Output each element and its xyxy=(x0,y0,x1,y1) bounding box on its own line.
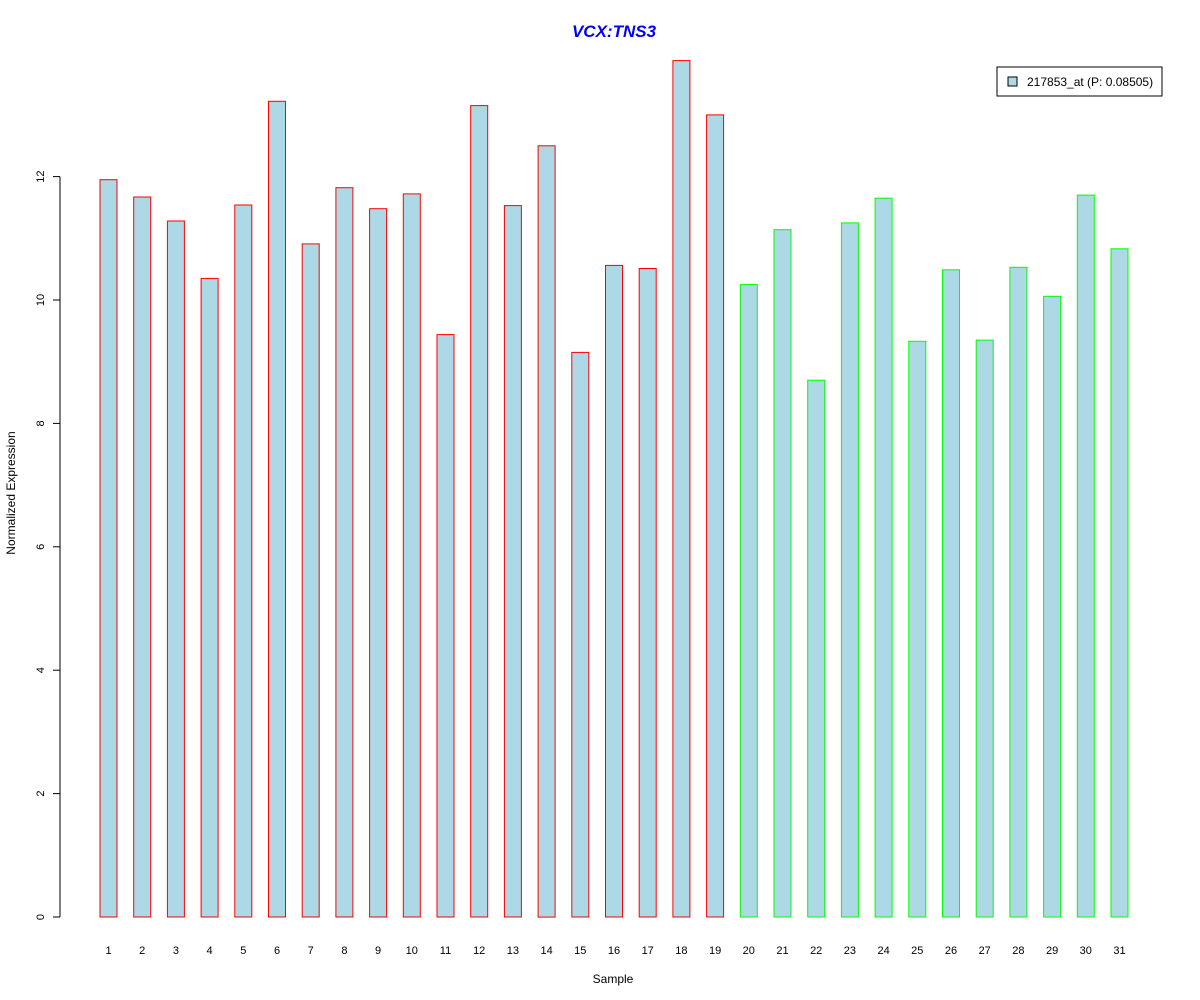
bar-2 xyxy=(133,196,152,918)
legend-box xyxy=(996,66,1163,97)
bar-28 xyxy=(1009,266,1028,918)
bar-27 xyxy=(975,339,994,918)
y-axis: 0 2 4 6 8 10 12 xyxy=(35,170,61,920)
bar-21 xyxy=(773,229,792,918)
bar-29 xyxy=(1043,295,1062,918)
y-tick-label: 12 xyxy=(35,170,47,182)
bar-10 xyxy=(402,193,421,918)
y-tick-label: 4 xyxy=(35,667,47,673)
legend: 217853_at (P: 0.08505) xyxy=(996,66,1163,97)
bar-26 xyxy=(942,269,960,918)
bar-30 xyxy=(1076,194,1095,918)
x-tick-label: 24 xyxy=(877,945,889,957)
x-tick-label: 10 xyxy=(406,945,418,957)
x-tick-label: 6 xyxy=(274,945,280,957)
x-tick-label: 14 xyxy=(540,945,552,957)
x-tick-label: 3 xyxy=(173,945,179,957)
x-tick-label: 30 xyxy=(1080,945,1092,957)
y-tick-label: 8 xyxy=(35,420,47,426)
x-tick-label: 27 xyxy=(979,945,991,957)
x-axis-labels: 1 2 3 4 5 6 7 8 9 10 11 12 13 14 15 16 17 18 19 20 21 22 23 24 2… xyxy=(105,945,1125,957)
bar-3 xyxy=(166,220,185,918)
chart-title: VCX:TNS3 xyxy=(572,22,657,41)
x-tick-label: 22 xyxy=(810,945,822,957)
bar-16 xyxy=(605,264,623,918)
x-tick-label: 12 xyxy=(473,945,485,957)
bar-17 xyxy=(638,268,657,918)
bar-9 xyxy=(369,208,388,918)
x-axis-title: Sample xyxy=(593,972,634,986)
bar-5 xyxy=(234,204,253,918)
bar-25 xyxy=(908,340,927,918)
legend-swatch xyxy=(1007,76,1018,87)
bar-19 xyxy=(706,114,725,918)
y-axis-title: Normalized Expression xyxy=(4,431,18,554)
bars-group xyxy=(99,60,1129,918)
x-tick-label: 8 xyxy=(341,945,347,957)
bar-24 xyxy=(874,197,893,918)
bar-18 xyxy=(672,60,691,918)
x-tick-label: 25 xyxy=(911,945,923,957)
x-tick-label: 11 xyxy=(440,945,451,957)
bar-7 xyxy=(301,243,320,918)
x-tick-label: 16 xyxy=(608,945,620,957)
y-tick-label: 2 xyxy=(35,791,47,797)
x-tick-label: 20 xyxy=(743,945,755,957)
x-tick-label: 1 xyxy=(105,945,111,957)
bar-20 xyxy=(739,284,758,918)
x-tick-label: 13 xyxy=(507,945,519,957)
bar-22 xyxy=(807,379,826,918)
legend-label: 217853_at (P: 0.08505) xyxy=(1027,75,1153,89)
bar-15 xyxy=(571,351,590,918)
x-tick-label: 7 xyxy=(308,945,314,957)
x-tick-label: 23 xyxy=(844,945,856,957)
x-tick-label: 15 xyxy=(574,945,586,957)
bar-12 xyxy=(470,105,489,918)
bar-1 xyxy=(99,179,118,918)
x-tick-label: 21 xyxy=(776,945,788,957)
bar-11 xyxy=(436,334,455,918)
x-tick-label: 5 xyxy=(240,945,246,957)
bar-6 xyxy=(268,100,286,918)
x-tick-label: 26 xyxy=(945,945,957,957)
bar-4 xyxy=(200,277,219,918)
y-tick-label: 10 xyxy=(35,294,47,306)
bar-23 xyxy=(840,222,859,918)
bar-13 xyxy=(503,205,522,918)
x-tick-label: 2 xyxy=(139,945,145,957)
x-tick-label: 19 xyxy=(709,945,721,957)
x-tick-label: 4 xyxy=(207,945,213,957)
x-tick-label: 28 xyxy=(1012,945,1024,957)
x-tick-label: 29 xyxy=(1046,945,1058,957)
y-tick-label: 6 xyxy=(35,544,47,550)
x-tick-label: 17 xyxy=(642,945,654,957)
bar-14 xyxy=(537,145,556,918)
bar-8 xyxy=(335,187,354,918)
y-tick-label: 0 xyxy=(35,914,47,920)
x-tick-label: 9 xyxy=(375,945,381,957)
bar-31 xyxy=(1110,248,1129,918)
x-tick-label: 18 xyxy=(675,945,687,957)
x-tick-label: 31 xyxy=(1113,945,1125,957)
